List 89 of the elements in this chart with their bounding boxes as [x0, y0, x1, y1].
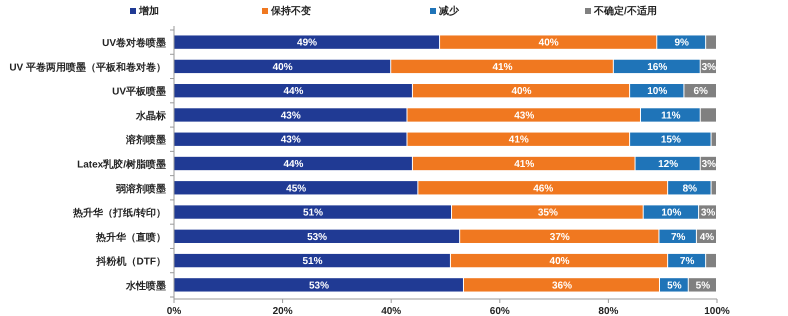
legend-label: 减少 [439, 5, 460, 17]
data-label: 3% [700, 208, 716, 219]
bar [174, 156, 412, 170]
data-label: 46% [533, 183, 554, 194]
data-label: 6% [693, 86, 708, 98]
data-label: 16% [647, 62, 668, 73]
x-tick-label: 0% [166, 306, 182, 316]
data-label: 40% [512, 86, 532, 98]
data-label: 10% [661, 208, 682, 219]
bar [712, 132, 716, 146]
bar [174, 230, 460, 243]
bar [174, 60, 390, 74]
y-tick-label: 热升华（直喷） [95, 231, 166, 244]
legend-label: 增加 [138, 5, 159, 17]
bar [174, 132, 406, 146]
data-label: 4% [700, 232, 714, 243]
x-tick-label: 80% [598, 306, 619, 316]
data-label: 3% [702, 159, 716, 170]
data-label: 5% [667, 280, 682, 292]
data-label: 10% [647, 86, 668, 98]
bar [706, 35, 716, 49]
data-label: 43% [280, 134, 301, 146]
bar [174, 35, 440, 49]
bar [700, 108, 716, 122]
data-label: 43% [280, 110, 301, 122]
bar [412, 156, 635, 170]
data-label: 40% [550, 256, 570, 268]
legend-label: 不确定/不适用 [593, 5, 657, 17]
data-label: 40% [538, 38, 559, 49]
data-label: 9% [674, 38, 690, 49]
data-label: 7% [670, 232, 686, 243]
bar [174, 181, 418, 194]
bar [407, 132, 630, 146]
data-label: 7% [680, 256, 694, 268]
y-tick-label: UV 平卷两用喷墨（平板和卷对卷） [9, 61, 166, 74]
bar [706, 254, 716, 268]
x-tick-label: 100% [704, 306, 730, 316]
data-label: 37% [550, 232, 570, 243]
data-label: 3% [702, 62, 716, 73]
data-label: 15% [660, 134, 681, 146]
bar [391, 60, 613, 74]
bar [174, 278, 463, 292]
data-label: 11% [661, 110, 681, 122]
data-label: 53% [307, 232, 328, 243]
x-tick-label: 60% [490, 306, 510, 316]
data-label: 12% [658, 159, 678, 170]
bar [452, 205, 643, 219]
bar [630, 132, 711, 146]
y-tick-label: 水晶标 [135, 110, 166, 122]
data-label: 51% [302, 256, 323, 268]
data-label: 41% [514, 159, 534, 170]
y-tick-label: 弱溶剂喷墨 [115, 182, 166, 195]
data-label: 8% [682, 183, 698, 194]
bar [460, 230, 658, 243]
y-tick-label: 抖粉机（DTF） [96, 256, 166, 268]
bar [440, 35, 656, 49]
bar [614, 60, 700, 74]
bar [418, 181, 668, 194]
data-label: 41% [492, 62, 513, 73]
y-tick-label: UV平板喷墨 [112, 86, 166, 98]
data-label: 44% [283, 159, 304, 170]
data-label: 41% [508, 134, 529, 146]
data-label: 49% [297, 38, 318, 49]
data-label: 5% [696, 280, 710, 292]
data-label: 44% [283, 86, 304, 98]
data-label: 45% [286, 183, 306, 194]
bar [174, 254, 450, 268]
bar [412, 84, 630, 98]
y-tick-label: UV卷对卷喷墨 [102, 37, 166, 50]
y-tick-label: Latex乳胶/树脂喷墨 [77, 158, 166, 170]
bar [174, 108, 406, 122]
y-tick-label: 热升华（打纸/转印） [72, 207, 166, 220]
legend-label: 保持不变 [270, 5, 311, 17]
y-tick-label: 水性喷墨 [125, 280, 166, 292]
data-label: 43% [514, 110, 534, 122]
data-label: 40% [272, 62, 293, 73]
bar [407, 108, 640, 122]
data-label: 51% [303, 208, 324, 219]
bar [174, 84, 412, 98]
data-label: 53% [308, 280, 330, 292]
bar [450, 254, 668, 268]
bar [464, 278, 659, 292]
x-tick-label: 20% [272, 306, 293, 316]
bar [712, 181, 716, 194]
x-tick-label: 40% [381, 306, 402, 316]
data-label: 35% [538, 208, 558, 219]
data-label: 36% [552, 280, 572, 292]
y-tick-label: 溶剂喷墨 [125, 134, 166, 146]
bar [174, 205, 452, 219]
